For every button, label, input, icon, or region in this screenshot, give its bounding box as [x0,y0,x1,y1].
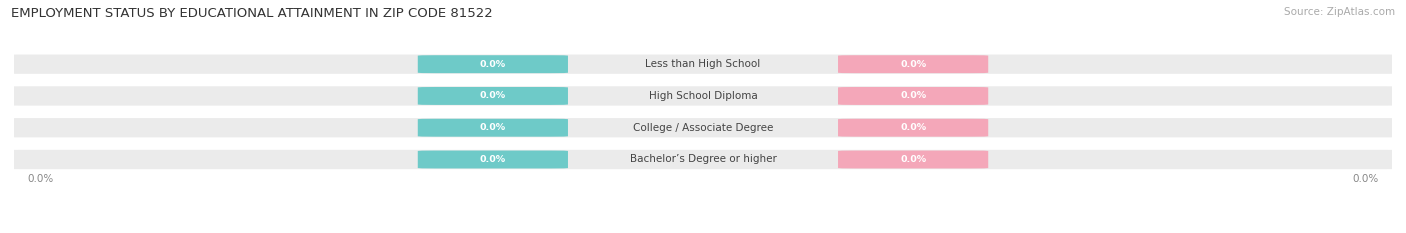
Text: High School Diploma: High School Diploma [648,91,758,101]
FancyBboxPatch shape [418,55,568,73]
FancyBboxPatch shape [418,87,568,105]
Text: Less than High School: Less than High School [645,59,761,69]
FancyBboxPatch shape [838,119,988,137]
FancyBboxPatch shape [10,85,1396,107]
FancyBboxPatch shape [10,148,1396,171]
FancyBboxPatch shape [838,87,988,105]
Text: Source: ZipAtlas.com: Source: ZipAtlas.com [1284,7,1395,17]
Text: 0.0%: 0.0% [479,60,506,69]
Text: 0.0%: 0.0% [900,123,927,132]
Text: 0.0%: 0.0% [900,155,927,164]
FancyBboxPatch shape [418,151,568,168]
FancyBboxPatch shape [838,55,988,73]
Text: 0.0%: 0.0% [28,174,53,184]
Text: 0.0%: 0.0% [900,60,927,69]
Text: 0.0%: 0.0% [479,155,506,164]
Text: 0.0%: 0.0% [900,92,927,100]
FancyBboxPatch shape [10,53,1396,75]
Text: College / Associate Degree: College / Associate Degree [633,123,773,133]
Text: 0.0%: 0.0% [1353,174,1378,184]
Text: Bachelor’s Degree or higher: Bachelor’s Degree or higher [630,154,776,164]
Text: 0.0%: 0.0% [479,123,506,132]
FancyBboxPatch shape [418,119,568,137]
Text: 0.0%: 0.0% [479,92,506,100]
Text: EMPLOYMENT STATUS BY EDUCATIONAL ATTAINMENT IN ZIP CODE 81522: EMPLOYMENT STATUS BY EDUCATIONAL ATTAINM… [11,7,494,20]
FancyBboxPatch shape [838,151,988,168]
FancyBboxPatch shape [10,117,1396,139]
